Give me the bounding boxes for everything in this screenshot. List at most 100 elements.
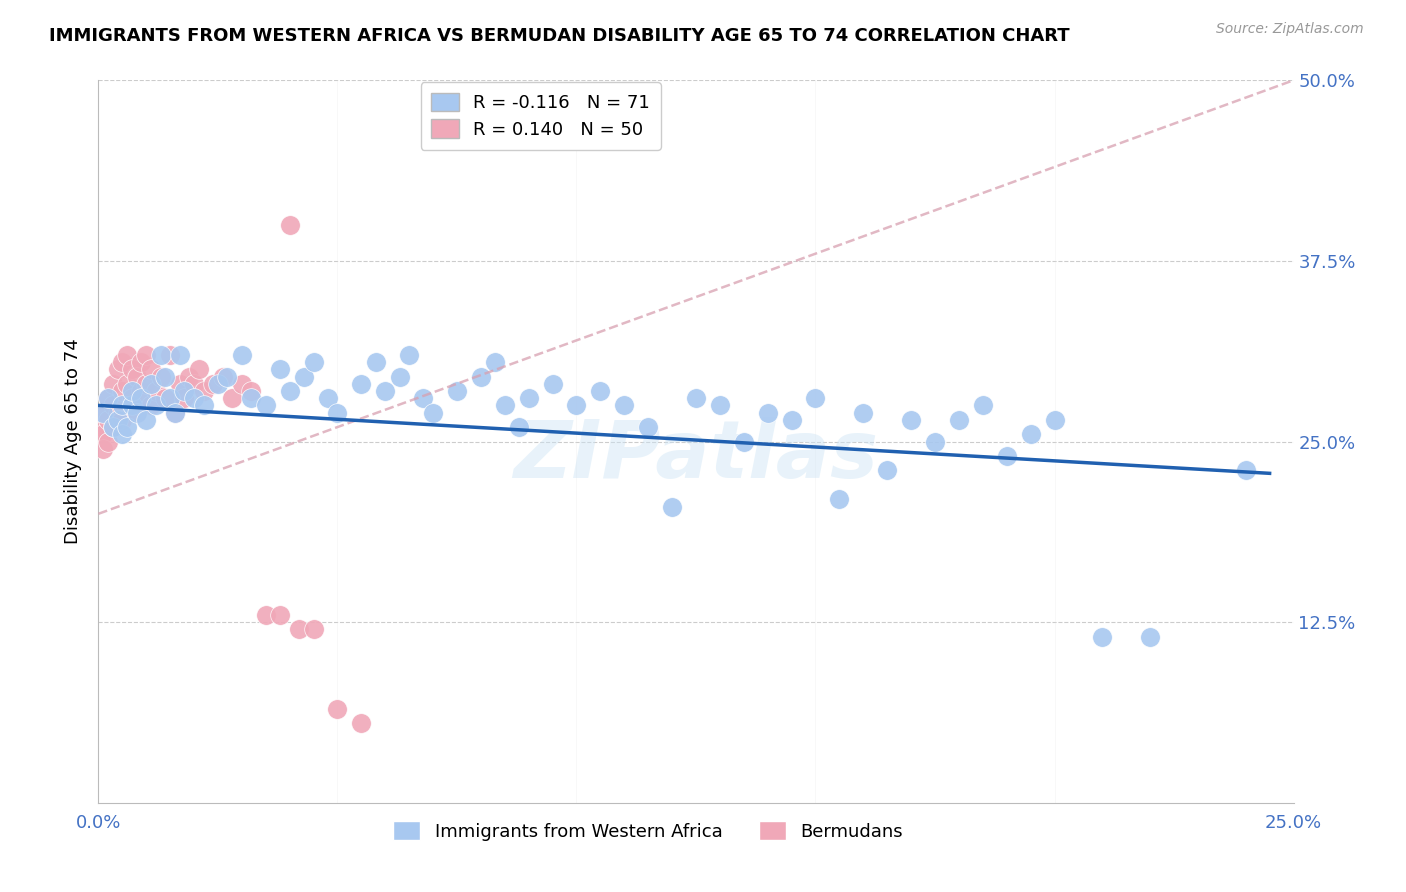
Point bbox=[91, 406, 114, 420]
Point bbox=[149, 348, 172, 362]
Point bbox=[125, 406, 148, 420]
Point bbox=[169, 376, 191, 391]
Point bbox=[107, 413, 129, 427]
Point bbox=[326, 406, 349, 420]
Point bbox=[111, 355, 134, 369]
Point bbox=[364, 355, 387, 369]
Point bbox=[101, 376, 124, 391]
Point bbox=[852, 406, 875, 420]
Point bbox=[494, 398, 516, 412]
Point bbox=[155, 391, 177, 405]
Point bbox=[125, 369, 148, 384]
Point bbox=[145, 398, 167, 412]
Point bbox=[685, 391, 707, 405]
Point bbox=[163, 406, 186, 420]
Point bbox=[231, 376, 253, 391]
Text: Source: ZipAtlas.com: Source: ZipAtlas.com bbox=[1216, 22, 1364, 37]
Point bbox=[101, 420, 124, 434]
Point bbox=[115, 376, 138, 391]
Point bbox=[876, 463, 898, 477]
Point bbox=[508, 420, 530, 434]
Point bbox=[97, 391, 120, 405]
Point bbox=[221, 391, 243, 405]
Point bbox=[169, 348, 191, 362]
Point bbox=[804, 391, 827, 405]
Point bbox=[131, 384, 153, 398]
Point bbox=[637, 420, 659, 434]
Point bbox=[316, 391, 339, 405]
Point bbox=[91, 427, 114, 442]
Point bbox=[661, 500, 683, 514]
Point bbox=[948, 413, 970, 427]
Point bbox=[121, 384, 143, 398]
Point bbox=[135, 348, 157, 362]
Point bbox=[1019, 427, 1042, 442]
Point bbox=[163, 406, 186, 420]
Point bbox=[202, 376, 225, 391]
Point bbox=[97, 391, 120, 405]
Point bbox=[173, 384, 195, 398]
Point bbox=[183, 391, 205, 405]
Point bbox=[131, 355, 153, 369]
Point bbox=[288, 623, 311, 637]
Point bbox=[91, 442, 114, 456]
Point bbox=[121, 398, 143, 412]
Point bbox=[780, 413, 803, 427]
Point bbox=[211, 369, 233, 384]
Point bbox=[207, 376, 229, 391]
Point bbox=[1091, 630, 1114, 644]
Text: ZIPatlas: ZIPatlas bbox=[513, 417, 879, 495]
Point bbox=[97, 434, 120, 449]
Point bbox=[115, 420, 138, 434]
Point bbox=[709, 398, 731, 412]
Point bbox=[350, 376, 373, 391]
Point bbox=[149, 369, 172, 384]
Point bbox=[135, 413, 157, 427]
Point bbox=[388, 369, 411, 384]
Point bbox=[541, 376, 564, 391]
Point bbox=[155, 369, 177, 384]
Point bbox=[398, 348, 420, 362]
Point bbox=[269, 362, 291, 376]
Point bbox=[101, 420, 124, 434]
Point bbox=[183, 376, 205, 391]
Point bbox=[111, 398, 134, 412]
Point bbox=[139, 376, 162, 391]
Point bbox=[121, 391, 143, 405]
Point bbox=[173, 391, 195, 405]
Point bbox=[91, 406, 114, 420]
Point bbox=[302, 623, 325, 637]
Y-axis label: Disability Age 65 to 74: Disability Age 65 to 74 bbox=[65, 339, 83, 544]
Point bbox=[733, 434, 755, 449]
Point bbox=[139, 362, 162, 376]
Point bbox=[565, 398, 588, 412]
Point bbox=[139, 398, 162, 412]
Point bbox=[111, 427, 134, 442]
Point bbox=[422, 406, 444, 420]
Point bbox=[1234, 463, 1257, 477]
Point bbox=[111, 384, 134, 398]
Point bbox=[107, 406, 129, 420]
Point bbox=[278, 384, 301, 398]
Point bbox=[484, 355, 506, 369]
Point bbox=[756, 406, 779, 420]
Point bbox=[446, 384, 468, 398]
Point bbox=[278, 218, 301, 232]
Point bbox=[269, 607, 291, 622]
Legend: Immigrants from Western Africa, Bermudans: Immigrants from Western Africa, Bermudan… bbox=[387, 814, 910, 848]
Text: IMMIGRANTS FROM WESTERN AFRICA VS BERMUDAN DISABILITY AGE 65 TO 74 CORRELATION C: IMMIGRANTS FROM WESTERN AFRICA VS BERMUD… bbox=[49, 27, 1070, 45]
Point bbox=[374, 384, 396, 398]
Point bbox=[159, 348, 181, 362]
Point bbox=[924, 434, 946, 449]
Point bbox=[1139, 630, 1161, 644]
Point bbox=[470, 369, 492, 384]
Point bbox=[187, 362, 209, 376]
Point bbox=[995, 449, 1018, 463]
Point bbox=[111, 413, 134, 427]
Point bbox=[326, 702, 349, 716]
Point bbox=[613, 398, 636, 412]
Point bbox=[412, 391, 434, 405]
Point bbox=[145, 384, 167, 398]
Point bbox=[107, 362, 129, 376]
Point bbox=[135, 376, 157, 391]
